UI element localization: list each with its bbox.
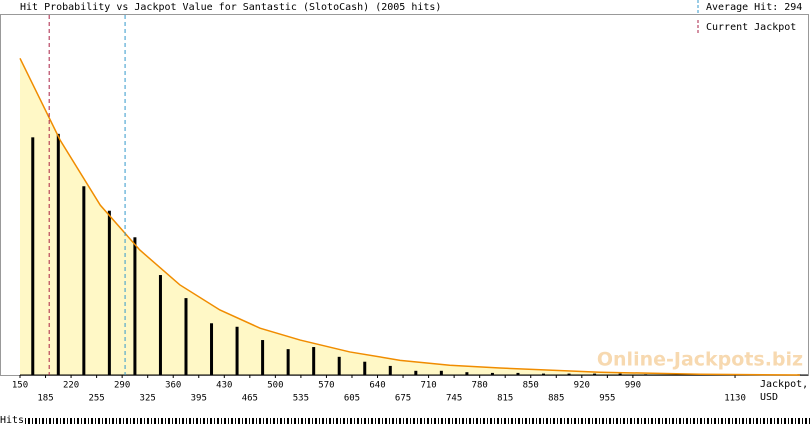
x-tick-label: 150 (12, 381, 28, 391)
x-tick-label: 325 (140, 394, 156, 404)
bar (261, 340, 265, 375)
x-tick-label: 745 (446, 394, 462, 404)
x-tick-label: 185 (37, 394, 53, 404)
legend-label: Current Jackpot (706, 22, 796, 33)
watermark: Online-Jackpots.biz (597, 349, 803, 371)
x-tick-label: 500 (267, 381, 283, 391)
chart-title: Hit Probability vs Jackpot Value for San… (20, 2, 441, 13)
bar (31, 137, 35, 375)
bar (593, 373, 597, 375)
bar (158, 275, 162, 375)
x-axis-label: Jackpot, USD (760, 379, 809, 403)
bar (107, 210, 111, 375)
bar (490, 372, 494, 375)
bar (56, 133, 60, 375)
x-tick-label: 465 (242, 394, 258, 404)
x-tick-label: 710 (420, 381, 436, 391)
x-tick-label: 640 (369, 381, 385, 391)
x-tick-label: 920 (574, 381, 590, 391)
hits-rug (24, 418, 810, 424)
curve-area (20, 58, 800, 375)
bar (388, 365, 392, 375)
bar (567, 373, 571, 375)
x-tick-label: 605 (344, 394, 360, 404)
bar (235, 326, 239, 375)
x-tick-label: 1130 (724, 394, 746, 404)
bar (439, 370, 443, 375)
x-tick-label: 535 (293, 394, 309, 404)
x-tick-label: 675 (395, 394, 411, 404)
bar (184, 298, 188, 375)
bar (465, 372, 469, 375)
bar (133, 237, 137, 375)
legend-label: Average Hit: 294 (706, 2, 802, 13)
rug-label: Hits (0, 415, 24, 425)
x-tick-label: 885 (548, 394, 564, 404)
bar (618, 373, 622, 375)
x-tick-label: 255 (88, 394, 104, 404)
bar (542, 373, 546, 375)
bar (286, 349, 290, 375)
bar (82, 186, 86, 375)
x-tick-label: 395 (191, 394, 207, 404)
x-tick-label: 780 (472, 381, 488, 391)
x-tick-label: 290 (114, 381, 130, 391)
x-tick-label: 570 (318, 381, 334, 391)
bar (312, 347, 316, 375)
bar (363, 361, 367, 375)
bar (210, 323, 214, 375)
x-tick-label: 220 (63, 381, 79, 391)
x-tick-label: 815 (497, 394, 513, 404)
bar (644, 374, 648, 375)
x-tick-label: 990 (625, 381, 641, 391)
x-tick-label: 955 (599, 394, 615, 404)
x-tick-label: 360 (165, 381, 181, 391)
bar (516, 372, 520, 375)
x-tick-label: 850 (523, 381, 539, 391)
curve-line (19, 58, 800, 376)
x-tick-label: 430 (216, 381, 232, 391)
bar (337, 356, 341, 375)
bar (414, 370, 418, 375)
